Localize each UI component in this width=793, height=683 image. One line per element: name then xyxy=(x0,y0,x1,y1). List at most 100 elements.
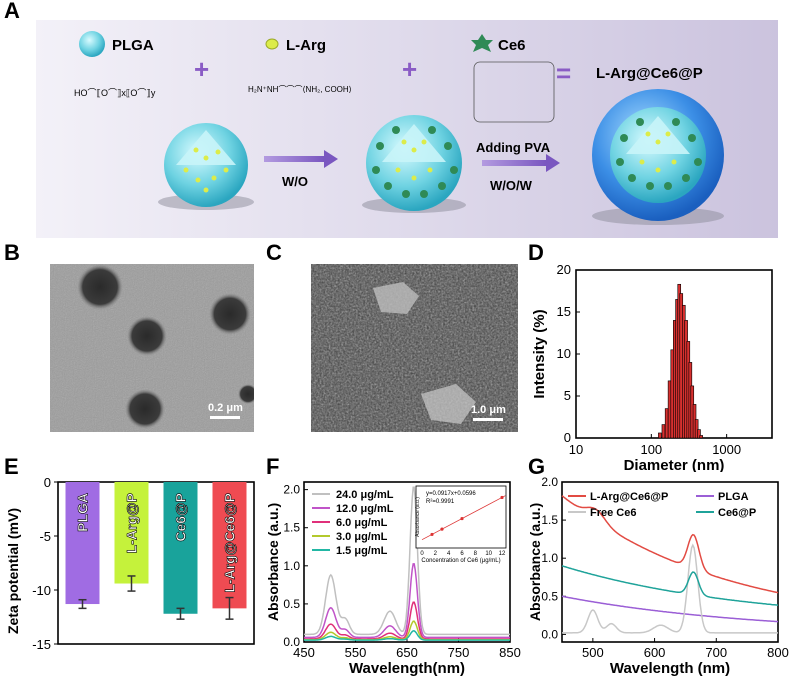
tem-particle xyxy=(77,264,123,310)
chart-uvvis-conc: 0.0 0.5 1.0 1.5 2.0 450 550 650 750 850 24.0 μg/mL… xyxy=(265,481,521,677)
uvf-ytick: 2.0 xyxy=(283,483,300,497)
uvf-inset-xtick: 4 xyxy=(447,551,451,557)
uvg-ytick: 0.5 xyxy=(541,589,558,603)
tem-scalebar xyxy=(210,416,240,419)
uvf-inset-xtick: 8 xyxy=(474,551,478,557)
uvf-legend-label: 24.0 μg/mL xyxy=(336,489,394,501)
dls-ytick: 15 xyxy=(557,304,571,319)
zeta-bar xyxy=(212,482,247,609)
zeta-category-label: L-Arg@Ce6@P xyxy=(222,493,238,593)
arrow-2 xyxy=(482,160,546,166)
dls-ytick: 20 xyxy=(557,262,571,277)
uvf-inset-xtick: 6 xyxy=(460,551,464,557)
tem-particle xyxy=(209,293,251,335)
uvf-ytick: 1.0 xyxy=(283,559,300,573)
uvg-ytick: 2.0 xyxy=(541,476,558,489)
panel-label-b: B xyxy=(4,240,20,265)
zeta-ytick: -5 xyxy=(39,529,51,544)
tem-particle xyxy=(127,316,167,356)
arrow-1 xyxy=(264,156,324,162)
scheme-svg: PLGA HO⌒⟦O⌒⟧x⟦O⌒⟧y + L-Arg H₂N⁺NH⌒⌒⌒⟨NH₂… xyxy=(74,31,724,225)
panel-label-d: D xyxy=(528,240,544,265)
plga-structure: HO⌒⟦O⌒⟧x⟦O⌒⟧y xyxy=(74,88,156,98)
uvg-series-line xyxy=(561,565,779,606)
chart-uvvis-samples: 0.0 0.5 1.0 1.5 2.0 500 600 700 800 L-Arg@Ce6@P PL… xyxy=(528,476,789,677)
uvf-inset-xtick: 10 xyxy=(485,551,492,557)
ce6-structure xyxy=(473,61,555,123)
dls-bar xyxy=(697,429,701,439)
uvg-series-line xyxy=(561,595,779,623)
uvg-xtick: 600 xyxy=(644,645,666,660)
dls-bar xyxy=(699,435,703,439)
uvg-legend-label: Free Ce6 xyxy=(590,507,636,519)
step2-bottom-label: W/O/W xyxy=(490,178,533,193)
step2-top-label: Adding PVA xyxy=(476,140,551,155)
zeta-bar xyxy=(114,482,149,584)
dls-xtick: 1000 xyxy=(712,442,741,457)
step1-label: W/O xyxy=(282,174,308,189)
panel-label-c: C xyxy=(266,240,282,265)
uvf-series-line xyxy=(304,486,510,636)
uvf-inset xyxy=(415,485,507,549)
dls-bar xyxy=(658,432,662,439)
dls-bar xyxy=(664,408,669,439)
panel-label-e: E xyxy=(4,454,19,479)
plus-sign-2: + xyxy=(402,54,417,84)
zeta-bar xyxy=(163,482,198,614)
sem-scalebar-label: 1.0 μm xyxy=(471,404,506,416)
panel-label-g: G xyxy=(528,454,546,479)
uvf-inset-xlabel: Concentration of Ce6 (μg/mL) xyxy=(421,558,500,564)
dls-bar xyxy=(661,424,666,439)
tem-particle xyxy=(238,384,254,404)
uvf-legend-label: 1.5 μg/mL xyxy=(336,545,388,557)
tem-scalebar-label: 0.2 μm xyxy=(208,402,243,414)
uvg-series-line xyxy=(562,543,778,634)
uvf-xtick: 850 xyxy=(499,645,521,660)
zeta-ytick: -10 xyxy=(32,583,51,598)
dls-ytick: 5 xyxy=(564,388,571,403)
uvf-xlabel: Wavelength(nm) xyxy=(349,660,465,677)
uvf-inset-xtick: 12 xyxy=(499,551,506,557)
dls-xtick: 10 xyxy=(569,442,583,457)
uvf-xtick: 550 xyxy=(345,645,367,660)
uvg-ytick: 1.0 xyxy=(541,551,558,565)
panel-label-a: A xyxy=(4,0,20,23)
uvf-inset-r2: R²=0.9991 xyxy=(426,499,455,505)
dls-ytick: 0 xyxy=(564,430,571,445)
dls-ytick: 10 xyxy=(557,346,571,361)
uvg-ytick: 0.0 xyxy=(541,627,558,641)
uvg-xtick: 800 xyxy=(767,645,789,660)
larg-icon xyxy=(265,38,279,50)
sem-flake xyxy=(421,384,476,424)
uvf-xtick: 650 xyxy=(396,645,418,660)
plga-icon xyxy=(79,31,105,57)
zeta-frame xyxy=(57,481,255,645)
zeta-category-label: Ce6@P xyxy=(173,493,189,542)
sem-image: 1.0 μm xyxy=(311,264,518,432)
uvg-xlabel: Wavelength (nm) xyxy=(610,660,730,677)
uvf-ylabel: Absorbance (a.u.) xyxy=(265,503,281,621)
product-title: L-Arg@Ce6@P xyxy=(596,65,703,82)
plus-sign-1: + xyxy=(194,54,209,84)
uvf-inset-point xyxy=(460,516,464,521)
zeta-ylabel: Zeta potential (mV) xyxy=(5,508,21,634)
uvf-inset-point xyxy=(440,527,444,531)
uvf-inset-xtick: 0 xyxy=(420,551,424,557)
uvg-xtick: 500 xyxy=(582,645,604,660)
dls-bar xyxy=(694,419,699,439)
zeta-category-label: L-Arg@P xyxy=(124,493,140,553)
uvf-legend-label: 6.0 μg/mL xyxy=(336,517,388,529)
uvf-ytick: 0.0 xyxy=(283,635,300,649)
sem-flake xyxy=(373,282,419,314)
uvg-ytick: 1.5 xyxy=(541,513,558,527)
ce6-icon xyxy=(471,34,493,52)
uvf-legend-label: 12.0 μg/mL xyxy=(336,503,394,515)
zeta-bar xyxy=(65,482,100,605)
uvf-inset-point xyxy=(430,532,434,537)
uvf-ytick: 0.5 xyxy=(283,597,300,611)
uvf-series-line xyxy=(304,563,510,639)
ce6-title: Ce6 xyxy=(498,37,526,54)
uvf-ytick: 1.5 xyxy=(283,521,300,535)
zeta-category-label: PLGA xyxy=(75,493,91,532)
